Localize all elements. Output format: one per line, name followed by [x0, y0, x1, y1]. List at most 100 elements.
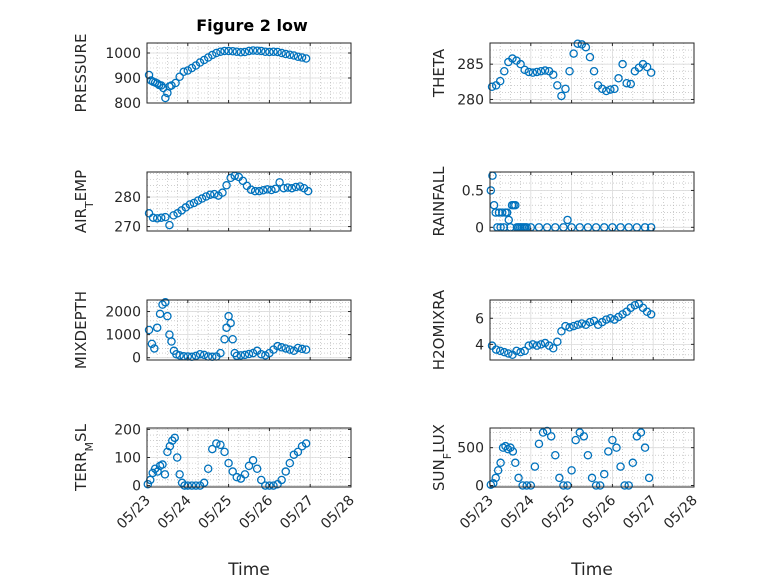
data-point	[514, 473, 523, 483]
data-point	[546, 432, 556, 441]
x-tick-label: 05/23	[114, 493, 154, 533]
data-point	[567, 466, 576, 475]
data-point	[620, 481, 629, 490]
data-point	[508, 54, 517, 63]
data-point	[606, 314, 615, 323]
data-point	[595, 481, 605, 490]
data-point	[500, 347, 509, 357]
data-point	[516, 59, 525, 69]
data-point	[644, 473, 654, 483]
data-point	[189, 198, 199, 208]
data-point	[226, 173, 235, 183]
data-point	[597, 84, 607, 94]
data-point	[273, 341, 282, 351]
x-tick-label: 05/25	[196, 493, 236, 533]
data-point	[587, 473, 597, 483]
data-point	[496, 458, 505, 468]
data-point	[524, 341, 534, 350]
data-point	[542, 426, 552, 436]
data-point	[148, 213, 158, 222]
data-point	[232, 47, 242, 57]
data-point	[248, 348, 258, 358]
data-point	[561, 84, 570, 94]
x-tick-label: 05/26	[579, 492, 619, 532]
y-axis-label: MIXDEPTH	[72, 291, 90, 369]
data-point	[581, 42, 591, 52]
y-axis-label: SUNFLUX	[430, 424, 454, 491]
data-point	[261, 47, 270, 57]
data-point	[259, 186, 268, 195]
data-point	[238, 176, 248, 186]
data-point	[269, 47, 278, 57]
data-point	[301, 439, 311, 448]
y-tick-label: 0	[475, 478, 484, 494]
data-point	[220, 46, 229, 56]
x-tick-label: 05/24	[498, 492, 538, 532]
data-point	[147, 339, 157, 349]
data-point	[150, 344, 159, 353]
y-tick-label: 500	[457, 441, 484, 457]
data-point	[277, 48, 286, 58]
data-point	[277, 343, 286, 352]
y-axis-label: TERRMSL	[72, 423, 96, 492]
data-point	[293, 447, 303, 457]
x-tick-label: 05/27	[620, 493, 660, 533]
data-point	[224, 458, 233, 468]
x-tick-label: 05/27	[277, 493, 317, 533]
data-point	[256, 349, 266, 359]
data-point	[183, 481, 193, 490]
data-point	[220, 334, 229, 344]
data-point	[157, 213, 166, 222]
data-point	[297, 344, 307, 354]
y-tick-label: 1000	[105, 328, 141, 344]
data-point	[157, 81, 166, 90]
data-point	[218, 188, 227, 197]
y-tick-label: 900	[114, 71, 141, 87]
data-point	[210, 189, 219, 199]
data-point	[216, 440, 225, 450]
data-point	[208, 50, 217, 60]
y-axis-label: THETA	[430, 48, 448, 98]
data-point	[172, 453, 182, 462]
data-point	[500, 66, 509, 76]
x-tick-label: 05/23	[457, 493, 497, 533]
data-point	[512, 346, 521, 356]
data-point	[555, 473, 564, 483]
data-point	[158, 460, 167, 469]
x-axis-label: Time	[227, 560, 270, 580]
data-point	[244, 46, 254, 56]
data-point	[636, 428, 646, 437]
data-point	[167, 337, 176, 346]
data-point	[281, 49, 290, 59]
panel-2: 280 285 THETA	[430, 39, 695, 108]
data-point	[193, 196, 203, 205]
data-point	[551, 450, 560, 460]
data-point	[589, 66, 599, 76]
data-point	[236, 48, 246, 57]
data-point	[226, 318, 235, 328]
data-point	[252, 464, 262, 473]
data-point	[293, 52, 303, 62]
data-point	[487, 82, 497, 92]
data-point	[640, 443, 650, 452]
data-point	[497, 208, 507, 217]
data-point	[199, 478, 209, 488]
data-point	[171, 78, 180, 88]
data-point	[630, 300, 640, 310]
data-point	[536, 340, 546, 349]
data-point	[616, 462, 625, 471]
data-point	[197, 194, 207, 203]
x-tick-label: 05/28	[661, 493, 701, 533]
axes-box	[489, 42, 695, 104]
data-point	[220, 447, 229, 457]
data-point	[293, 343, 303, 353]
data-point	[265, 481, 274, 490]
y-tick-label: 100	[114, 451, 141, 467]
data-point	[599, 469, 609, 479]
panel-5: 0 1000 2000 MIXDEPTH	[72, 291, 352, 369]
data-point	[571, 435, 580, 445]
data-point	[152, 79, 162, 88]
data-point	[511, 458, 520, 468]
data-point	[297, 53, 307, 62]
